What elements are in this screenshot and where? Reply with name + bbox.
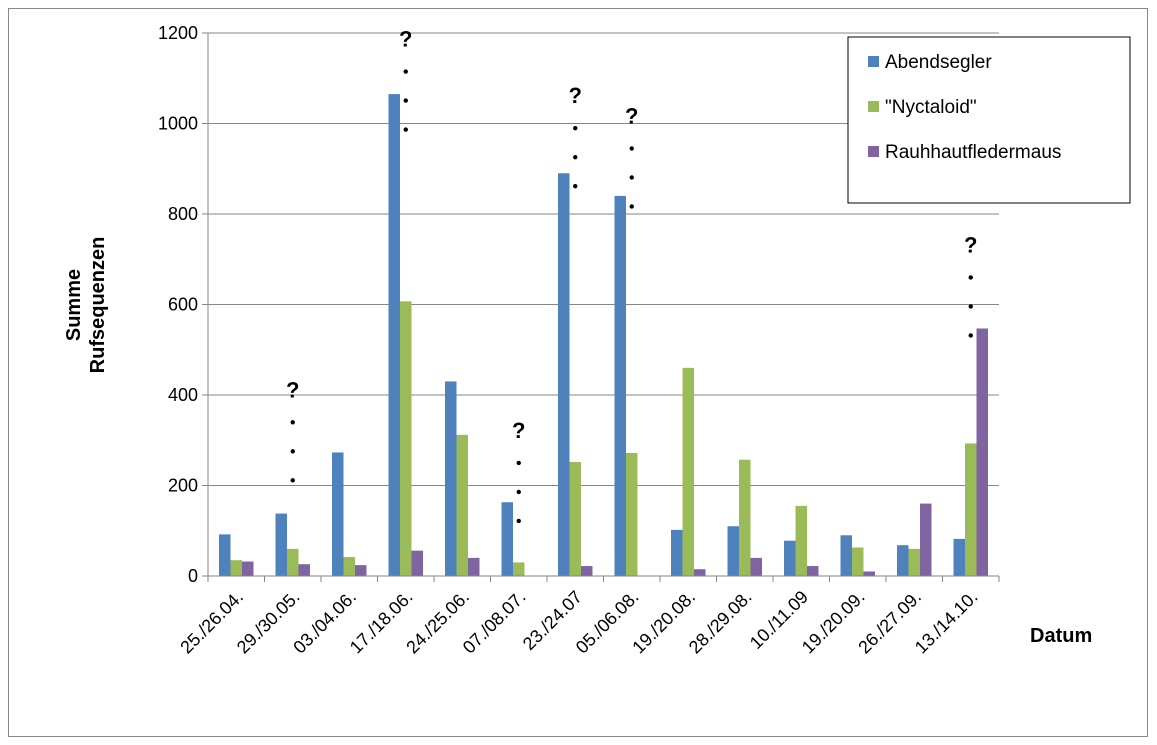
uncertainty-dot [516, 518, 521, 524]
bar [739, 459, 751, 576]
uncertainty-marker: ? [286, 377, 299, 402]
bar [219, 534, 231, 576]
bar [513, 562, 525, 576]
bar [287, 548, 299, 576]
y-tick-label: 600 [168, 295, 198, 315]
uncertainty-marker: ? [399, 27, 412, 52]
uncertainty-dot [403, 69, 408, 74]
bar [355, 565, 367, 576]
uncertainty-dot [968, 275, 973, 280]
uncertainty-dot [516, 489, 521, 495]
uncertainty-dot [629, 146, 634, 151]
uncertainty-dot [629, 175, 634, 180]
bar [275, 513, 287, 576]
annotations: ?????? [286, 27, 977, 524]
uncertainty-dot [629, 204, 634, 209]
bar [501, 502, 513, 576]
bar [727, 526, 739, 576]
uncertainty-marker: ? [569, 83, 582, 108]
bar [343, 556, 355, 576]
bar [230, 560, 242, 576]
legend-box [847, 36, 1131, 204]
uncertainty-dot [403, 98, 408, 103]
uncertainty-dot [573, 125, 578, 131]
bar [468, 557, 480, 576]
y-tick-label: 1000 [158, 114, 198, 134]
legend-swatch [868, 56, 879, 67]
bar [411, 550, 423, 576]
y-tick-label: 0 [188, 566, 198, 586]
uncertainty-dot [290, 478, 295, 483]
bar [953, 538, 965, 576]
y-tick-label: 400 [168, 385, 198, 405]
bar [908, 548, 920, 576]
uncertainty-dot [573, 154, 578, 160]
uncertainty-dot [403, 127, 408, 132]
bar [569, 461, 581, 576]
uncertainty-dot [516, 460, 521, 466]
bar [626, 452, 638, 576]
uncertainty-dot [968, 333, 973, 338]
uncertainty-marker: ? [512, 418, 525, 443]
bar [558, 173, 570, 576]
bar [388, 94, 400, 577]
bar [976, 328, 988, 576]
bar [795, 505, 807, 576]
bar [784, 540, 796, 576]
y-tick-label: 200 [168, 476, 198, 496]
legend-swatch [868, 101, 879, 112]
bar [445, 381, 457, 576]
uncertainty-dot [290, 449, 295, 454]
bar [400, 301, 412, 576]
bar [671, 529, 683, 576]
uncertainty-dot [573, 183, 578, 189]
bar [456, 434, 468, 576]
bar [298, 564, 310, 576]
bar [750, 557, 762, 576]
legend-label: "Nyctaloid" [885, 97, 977, 118]
bar [852, 547, 864, 576]
bar [863, 571, 875, 576]
bars [219, 94, 988, 577]
bar [614, 195, 626, 576]
y-axis-title-line-1: Summe [63, 269, 85, 341]
y-tick-labels: 0 200 400 600 800 1000 1200 [158, 23, 198, 586]
legend-label: Rauhhautfledermaus [885, 142, 1061, 163]
y-tick-label: 1200 [158, 23, 198, 43]
legend: Abendsegler "Nyctaloid" Rauhhautfledermaus [847, 36, 1131, 204]
bar [332, 452, 344, 576]
bar [897, 545, 909, 576]
y-tick-label: 800 [168, 204, 198, 224]
x-axis-title: Datum [1030, 625, 1092, 647]
bar [840, 535, 852, 576]
bar [965, 443, 977, 576]
bar [242, 561, 254, 576]
bar [694, 569, 706, 576]
x-tick-labels: 25./26.04.29./30.05.03./04.06.17./18.06.… [176, 587, 981, 658]
legend-swatch [868, 146, 879, 157]
legend-label: Abendsegler [885, 52, 992, 73]
y-axis-title-line-2: Rufsequenzen [87, 237, 109, 374]
uncertainty-dot [968, 304, 973, 309]
axes [207, 33, 1000, 582]
bar [920, 503, 932, 576]
bar [581, 566, 593, 576]
uncertainty-marker: ? [625, 104, 638, 129]
bar [682, 367, 694, 576]
bar [807, 566, 819, 576]
uncertainty-marker: ? [964, 232, 977, 257]
uncertainty-dot [290, 420, 295, 425]
